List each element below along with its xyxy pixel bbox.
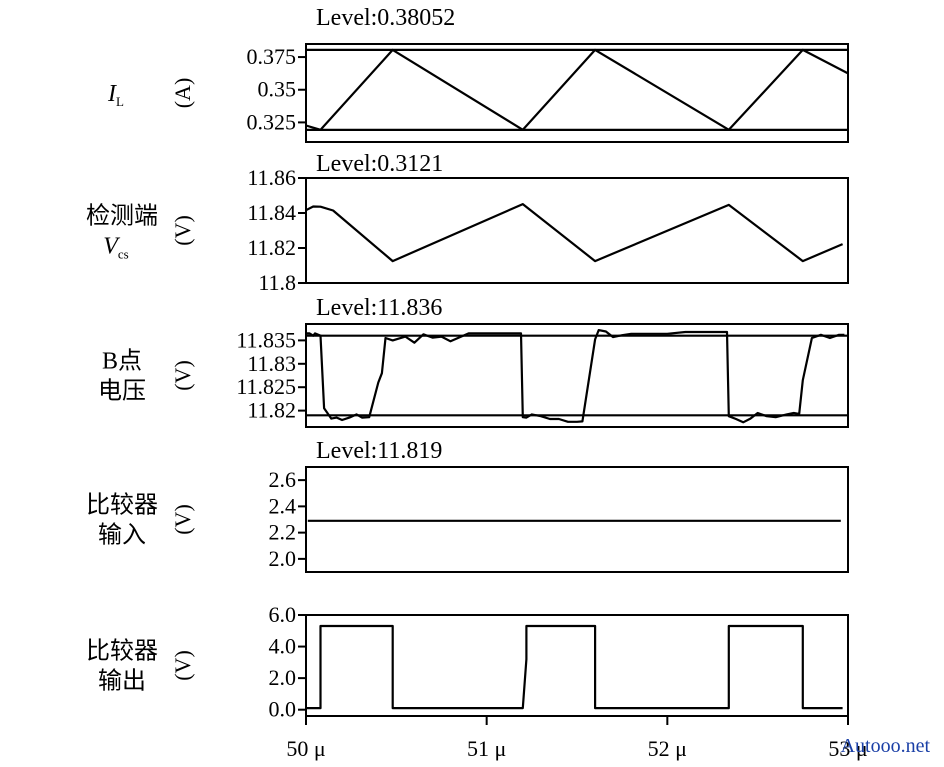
panel-label: 输入 (98, 522, 146, 549)
x-tick-label: 53 μ (828, 736, 867, 761)
series-line (306, 329, 845, 424)
unit-label: (V) (170, 504, 195, 535)
y-tick-label: 11.8 (258, 270, 296, 295)
series-line (306, 624, 843, 710)
panel-label: 比较器 (86, 638, 158, 665)
level-label: Level:11.819 (316, 438, 442, 464)
panel-label: 比较器 (86, 492, 158, 519)
plot-frame (305, 614, 849, 717)
y-tick-label: 11.83 (247, 351, 296, 376)
y-tick-label: 2.2 (269, 520, 297, 545)
plot-frame (305, 466, 849, 573)
y-tick-label: 11.825 (236, 374, 296, 399)
panel-il: 0.325 0.35 0.375 Level:0.38052 IL (A) (107, 5, 849, 143)
panel-label: 检测端 (86, 203, 158, 230)
y-tick-label: 11.82 (247, 235, 296, 260)
panel-label: 电压 (98, 378, 146, 405)
plot-frame (305, 177, 849, 284)
x-axis: 50 μ 51 μ 52 μ 53 μ (286, 716, 868, 761)
y-tick-label: 2.0 (269, 665, 297, 690)
x-tick-label: 52 μ (648, 736, 687, 761)
x-tick-label: 51 μ (467, 736, 506, 761)
unit-label: (V) (170, 650, 195, 681)
y-tick-label: 11.86 (247, 165, 296, 190)
y-tick-label: 11.82 (247, 398, 296, 423)
unit-label: (V) (170, 215, 195, 246)
level-label: Level:0.3121 (316, 151, 443, 177)
y-tick-label: 0.375 (247, 44, 297, 69)
y-tick-label: 0.325 (247, 109, 297, 134)
y-tick-label: 6.0 (269, 602, 297, 627)
x-tick-label: 50 μ (286, 736, 325, 761)
watermark: Autooo.net (841, 735, 931, 757)
y-tick-label: 11.835 (236, 327, 296, 352)
y-tick-label: 0.35 (258, 77, 297, 102)
y-tick-label: 0.0 (269, 697, 297, 722)
level-label: Level:11.836 (316, 295, 442, 321)
panel-vcs: 11.8 11.82 11.84 11.86 Level:0.3121 检测端 Vcs (V) (86, 151, 849, 295)
unit-label: (A) (170, 78, 195, 109)
panel-symbol: Vcs (103, 234, 129, 262)
panel-label: B点 (102, 348, 142, 375)
y-tick-label: 2.0 (269, 546, 297, 571)
panel-symbol: IL (107, 81, 124, 109)
panel-label: 输出 (98, 668, 146, 695)
series-line (305, 203, 844, 263)
unit-label: (V) (170, 360, 195, 391)
y-tick-label: 4.0 (269, 634, 297, 659)
y-tick-label: 2.6 (269, 467, 297, 492)
y-tick-label: 2.4 (269, 493, 297, 518)
plot-frame (305, 323, 849, 428)
series-line (305, 48, 849, 131)
plot-frame (305, 43, 849, 143)
level-label: Level:0.38052 (316, 5, 455, 31)
y-tick-label: 11.84 (247, 200, 296, 225)
